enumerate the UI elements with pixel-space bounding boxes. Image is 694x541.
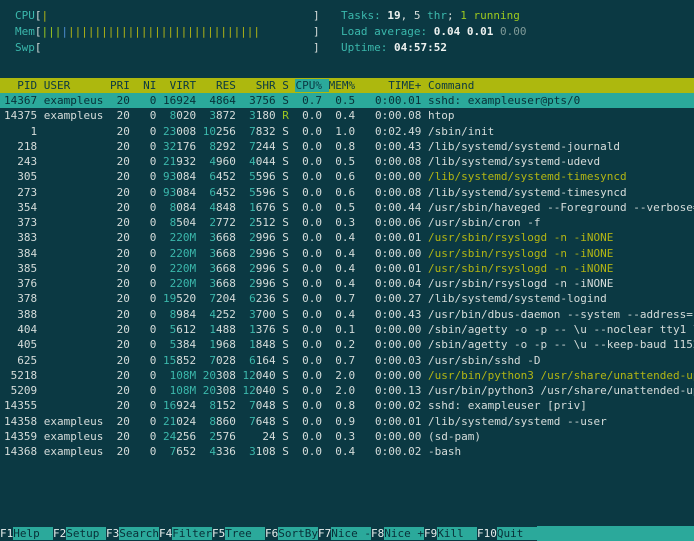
process-table: 14367 exampleus 20 0 16924 4864 3756 S 0… bbox=[0, 93, 694, 459]
process-row-5218[interactable]: 5218 20 0 108M 20308 12040 S 0.0 2.0 0:0… bbox=[0, 368, 694, 383]
command-text: /lib/systemd/systemd-timesyncd bbox=[427, 185, 627, 199]
process-table-header: PID USER PRI NI VIRT RES SHR S CPU% MEM%… bbox=[0, 78, 694, 93]
command-text: (sd-pam) bbox=[427, 429, 481, 443]
process-row-373[interactable]: 373 20 0 8504 2772 2512 S 0.0 0.3 0:00.0… bbox=[4, 216, 541, 230]
swp-meter: Swp[ ] bbox=[15, 41, 320, 54]
process-row-305[interactable]: 305 20 0 93084 6452 5596 S 0.0 0.6 0:00.… bbox=[4, 170, 627, 184]
process-row-14355[interactable]: 14355 20 0 16924 8152 7048 S 0.0 0.8 0:0… bbox=[4, 399, 587, 413]
fn-f8-nice[interactable]: F8Nice + bbox=[371, 527, 424, 540]
fn-f4-filter[interactable]: F4Filter bbox=[159, 527, 212, 540]
command-text: sshd: exampleuser [priv] bbox=[427, 399, 587, 413]
fn-f9-kill[interactable]: F9Kill bbox=[424, 527, 477, 540]
command-text: /sbin/agetty -o -p -- \u --noclear tty1 … bbox=[427, 322, 694, 336]
command-text: /sbin/agetty -o -p -- \u --keep-baud 115… bbox=[427, 338, 694, 352]
column-header-command[interactable]: Command bbox=[427, 79, 475, 92]
command-text: /usr/bin/dbus-daemon --system --address=… bbox=[427, 307, 694, 321]
tasks-line: Tasks: 19, 5 thr; 1 running bbox=[341, 9, 520, 22]
fn-f7-nice[interactable]: F7Nice - bbox=[318, 527, 371, 540]
process-row-405[interactable]: 405 20 0 5384 1968 1848 S 0.0 0.2 0:00.0… bbox=[0, 337, 694, 352]
command-text: /lib/systemd/systemd-logind bbox=[427, 292, 607, 306]
command-text: /usr/sbin/cron -f bbox=[427, 216, 541, 230]
process-row-5209[interactable]: 5209 20 0 108M 20308 12040 S 0.0 2.0 0:0… bbox=[0, 383, 694, 398]
load-average-line: Load average: 0.04 0.01 0.00 bbox=[341, 25, 527, 38]
process-row-404[interactable]: 404 20 0 5612 1488 1376 S 0.0 0.1 0:00.0… bbox=[0, 322, 694, 337]
fn-f3-search[interactable]: F3Search bbox=[106, 527, 159, 540]
meters: CPU[| ] Mem[|||||||||||||||||||||||||||||… bbox=[15, 8, 320, 56]
command-text: /usr/sbin/haveged --Foreground --verbose… bbox=[427, 200, 694, 214]
command-text: /sbin/init bbox=[427, 124, 495, 138]
command-text: /usr/sbin/rsyslogd -n -iNONE bbox=[427, 231, 614, 245]
column-header-cpupct[interactable]: CPU% bbox=[295, 79, 329, 92]
fnbar-filler bbox=[536, 526, 694, 541]
column-header-ni[interactable]: NI bbox=[136, 79, 163, 92]
column-header-pri[interactable]: PRI bbox=[109, 79, 137, 92]
fn-f2-setup[interactable]: F2Setup bbox=[53, 527, 106, 540]
command-text: /lib/systemd/systemd-udevd bbox=[427, 155, 601, 169]
process-row-14367[interactable]: 14367 exampleus 20 0 16924 4864 3756 S 0… bbox=[0, 93, 694, 109]
process-row-14359[interactable]: 14359 exampleus 20 0 24256 2576 24 S 0.0… bbox=[4, 429, 481, 443]
column-header-user[interactable]: USER bbox=[43, 79, 110, 92]
command-text: htop bbox=[427, 109, 455, 123]
process-row-1[interactable]: 1 20 0 23008 10256 7832 S 0.0 1.0 0:02.4… bbox=[4, 124, 495, 138]
process-row-625[interactable]: 625 20 0 15852 7028 6164 S 0.0 0.7 0:00.… bbox=[4, 353, 541, 367]
column-header-res[interactable]: RES bbox=[202, 79, 243, 92]
process-row-376[interactable]: 376 20 0 220M 3668 2996 S 0.0 0.4 0:00.0… bbox=[4, 277, 614, 291]
function-key-bar: F1Help F2Setup F3Search F4Filter F5Tree F6… bbox=[0, 526, 694, 541]
process-row-218[interactable]: 218 20 0 32176 8292 7244 S 0.0 0.8 0:00.… bbox=[4, 139, 621, 153]
process-row-14368[interactable]: 14368 exampleus 20 0 7652 4336 3108 S 0.… bbox=[4, 445, 462, 459]
fn-f5-tree[interactable]: F5Tree bbox=[212, 527, 265, 540]
header-area: CPU[| ] Mem[|||||||||||||||||||||||||||||… bbox=[0, 8, 694, 58]
uptime-line: Uptime: 04:57:52 bbox=[341, 41, 447, 54]
column-header-virt[interactable]: VIRT bbox=[162, 79, 203, 92]
process-row-14375[interactable]: 14375 exampleus 20 0 8020 3872 3180 R 0.… bbox=[4, 109, 455, 123]
command-text: /usr/bin/python3 /usr/share/unattended-u… bbox=[427, 384, 694, 398]
process-row-384[interactable]: 384 20 0 220M 3668 2996 S 0.0 0.4 0:00.0… bbox=[4, 246, 614, 260]
command-text: /usr/sbin/sshd -D bbox=[427, 353, 541, 367]
column-header-s[interactable]: S bbox=[282, 79, 296, 92]
stats: Tasks: 19, 5 thr; 1 running Load average:… bbox=[341, 8, 526, 56]
cpu-meter: CPU[| ] bbox=[15, 9, 320, 22]
column-header-pid[interactable]: PID bbox=[4, 79, 44, 92]
command-text: sshd: exampleuser@pts/0 bbox=[427, 94, 581, 107]
column-header-timeplus[interactable]: TIME+ bbox=[361, 79, 428, 92]
process-row-378[interactable]: 378 20 0 19520 7204 6236 S 0.0 0.7 0:00.… bbox=[4, 292, 607, 306]
process-row-273[interactable]: 273 20 0 93084 6452 5596 S 0.0 0.6 0:00.… bbox=[4, 185, 627, 199]
command-text: /lib/systemd/systemd-journald bbox=[427, 139, 621, 153]
process-row-354[interactable]: 354 20 0 8084 4848 1676 S 0.0 0.5 0:00.4… bbox=[0, 200, 694, 215]
fn-f10-quit[interactable]: F10Quit bbox=[477, 527, 537, 540]
process-row-383[interactable]: 383 20 0 220M 3668 2996 S 0.0 0.4 0:00.0… bbox=[4, 231, 614, 245]
fn-f6-sortby[interactable]: F6SortBy bbox=[265, 527, 318, 540]
mem-meter: Mem[||||||||||||||||||||||||||||||||| ] bbox=[15, 25, 320, 38]
command-text: /usr/sbin/rsyslogd -n -iNONE bbox=[427, 277, 614, 291]
command-text: -bash bbox=[427, 445, 462, 459]
command-text: /usr/bin/python3 /usr/share/unattended-u… bbox=[427, 368, 694, 382]
process-row-385[interactable]: 385 20 0 220M 3668 2996 S 0.0 0.4 0:00.0… bbox=[4, 261, 614, 275]
command-text: /lib/systemd/systemd-timesyncd bbox=[427, 170, 627, 184]
command-text: /usr/sbin/rsyslogd -n -iNONE bbox=[427, 261, 614, 275]
column-header-shr[interactable]: SHR bbox=[242, 79, 283, 92]
command-text: /lib/systemd/systemd --user bbox=[427, 414, 607, 428]
process-row-243[interactable]: 243 20 0 21932 4960 4044 S 0.0 0.5 0:00.… bbox=[4, 155, 601, 169]
column-header-mempct[interactable]: MEM% bbox=[328, 79, 362, 92]
fn-f1-help[interactable]: F1Help bbox=[0, 527, 53, 540]
command-text: /usr/sbin/rsyslogd -n -iNONE bbox=[427, 246, 614, 260]
process-row-388[interactable]: 388 20 0 8984 4252 3700 S 0.0 0.4 0:00.4… bbox=[0, 307, 694, 322]
process-row-14358[interactable]: 14358 exampleus 20 0 21024 8860 7648 S 0… bbox=[4, 414, 607, 428]
